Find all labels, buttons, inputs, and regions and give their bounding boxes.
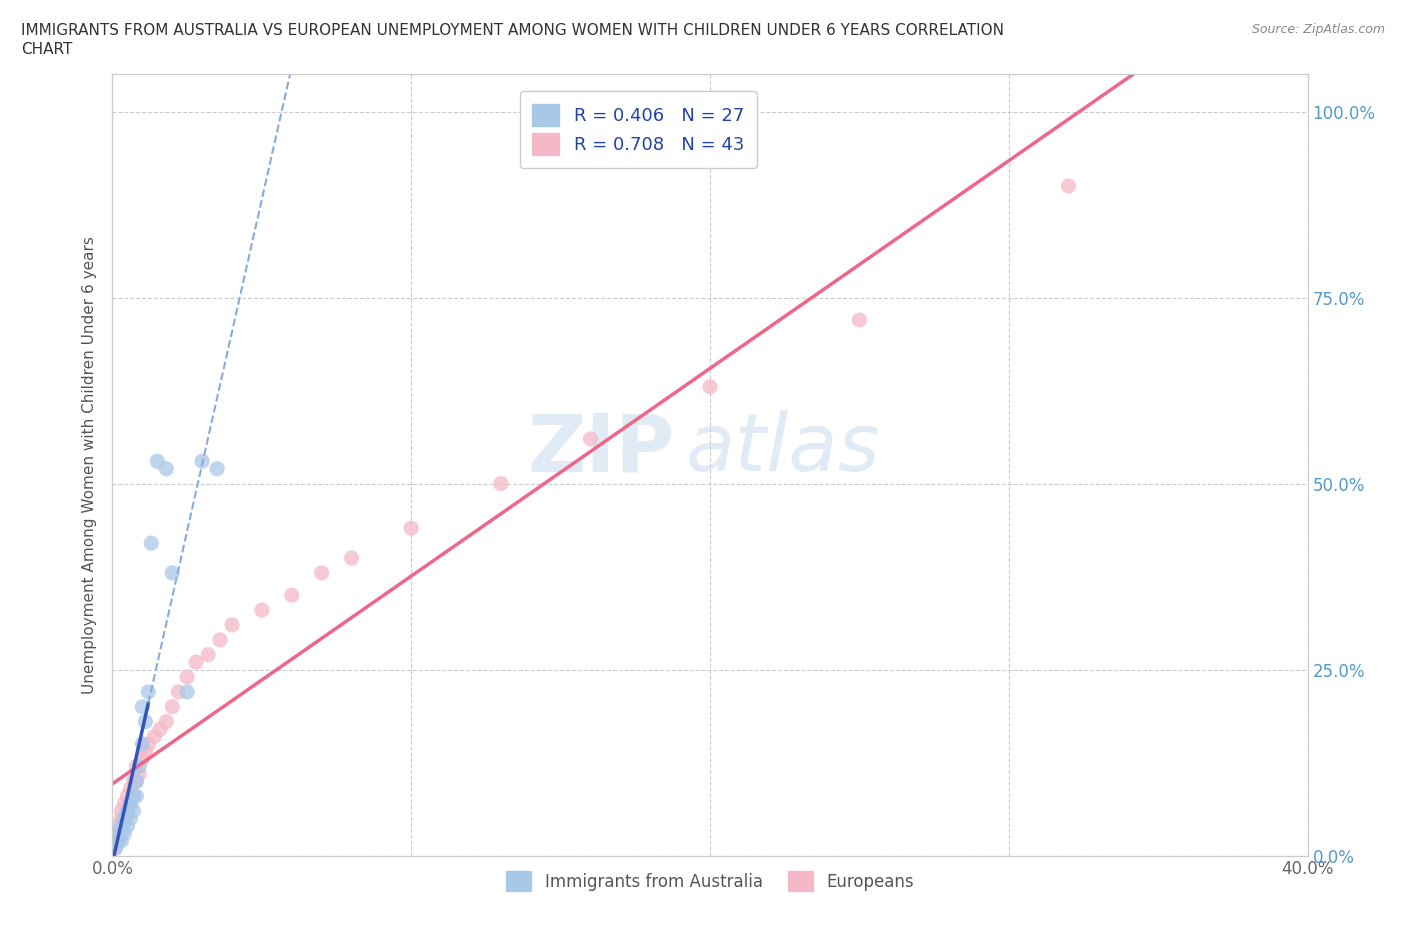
Point bbox=[120, 796, 142, 811]
Y-axis label: Unemployment Among Women with Children Under 6 years: Unemployment Among Women with Children U… bbox=[82, 236, 97, 694]
Point bbox=[250, 603, 273, 618]
Point bbox=[401, 521, 423, 536]
Point bbox=[107, 826, 129, 841]
Point bbox=[176, 670, 198, 684]
Point bbox=[125, 789, 148, 804]
Point bbox=[848, 312, 870, 327]
Point bbox=[107, 833, 129, 848]
Point bbox=[114, 811, 135, 826]
Point bbox=[117, 789, 139, 804]
Text: atlas: atlas bbox=[686, 410, 882, 488]
Point bbox=[117, 818, 139, 833]
Point bbox=[125, 774, 148, 789]
Point bbox=[107, 833, 129, 848]
Point bbox=[281, 588, 304, 603]
Point bbox=[209, 632, 232, 647]
Point bbox=[104, 841, 127, 856]
Point bbox=[138, 737, 160, 751]
Point bbox=[122, 804, 145, 818]
Point bbox=[104, 841, 127, 856]
Point bbox=[162, 699, 183, 714]
Point bbox=[120, 781, 142, 796]
Text: CHART: CHART bbox=[21, 42, 73, 57]
Point bbox=[143, 729, 166, 744]
Point bbox=[221, 618, 243, 632]
Point bbox=[131, 737, 153, 751]
Point bbox=[311, 565, 333, 580]
Point bbox=[125, 759, 148, 774]
Text: IMMIGRANTS FROM AUSTRALIA VS EUROPEAN UNEMPLOYMENT AMONG WOMEN WITH CHILDREN UND: IMMIGRANTS FROM AUSTRALIA VS EUROPEAN UN… bbox=[21, 23, 1004, 38]
Point bbox=[1057, 179, 1080, 193]
Point bbox=[110, 811, 132, 826]
Point bbox=[128, 766, 150, 781]
Point bbox=[146, 454, 169, 469]
Point bbox=[167, 684, 190, 699]
Point bbox=[197, 647, 219, 662]
Point bbox=[134, 744, 156, 759]
Point bbox=[117, 804, 139, 818]
Point bbox=[340, 551, 363, 565]
Text: Source: ZipAtlas.com: Source: ZipAtlas.com bbox=[1251, 23, 1385, 36]
Point bbox=[110, 804, 132, 818]
Point bbox=[120, 796, 142, 811]
Point bbox=[205, 461, 228, 476]
Point bbox=[186, 655, 208, 670]
Point bbox=[122, 774, 145, 789]
Point bbox=[128, 759, 150, 774]
Point bbox=[134, 714, 156, 729]
Point bbox=[120, 811, 142, 826]
Point bbox=[141, 536, 163, 551]
Point bbox=[155, 461, 177, 476]
Point bbox=[114, 796, 135, 811]
Point bbox=[104, 833, 127, 848]
Point bbox=[131, 699, 153, 714]
Point bbox=[107, 818, 129, 833]
Point bbox=[114, 826, 135, 841]
Point bbox=[114, 811, 135, 826]
Text: ZIP: ZIP bbox=[527, 410, 675, 488]
Legend: Immigrants from Australia, Europeans: Immigrants from Australia, Europeans bbox=[499, 864, 921, 898]
Point bbox=[489, 476, 512, 491]
Point bbox=[155, 714, 177, 729]
Point bbox=[149, 722, 172, 737]
Point bbox=[110, 818, 132, 833]
Point bbox=[110, 826, 132, 841]
Point bbox=[162, 565, 183, 580]
Point bbox=[104, 826, 127, 841]
Point bbox=[122, 789, 145, 804]
Point bbox=[579, 432, 602, 446]
Point bbox=[125, 774, 148, 789]
Point bbox=[138, 684, 160, 699]
Point bbox=[110, 833, 132, 848]
Point bbox=[699, 379, 721, 394]
Point bbox=[107, 826, 129, 841]
Point bbox=[122, 789, 145, 804]
Point bbox=[131, 751, 153, 766]
Point bbox=[191, 454, 214, 469]
Point bbox=[117, 804, 139, 818]
Point bbox=[176, 684, 198, 699]
